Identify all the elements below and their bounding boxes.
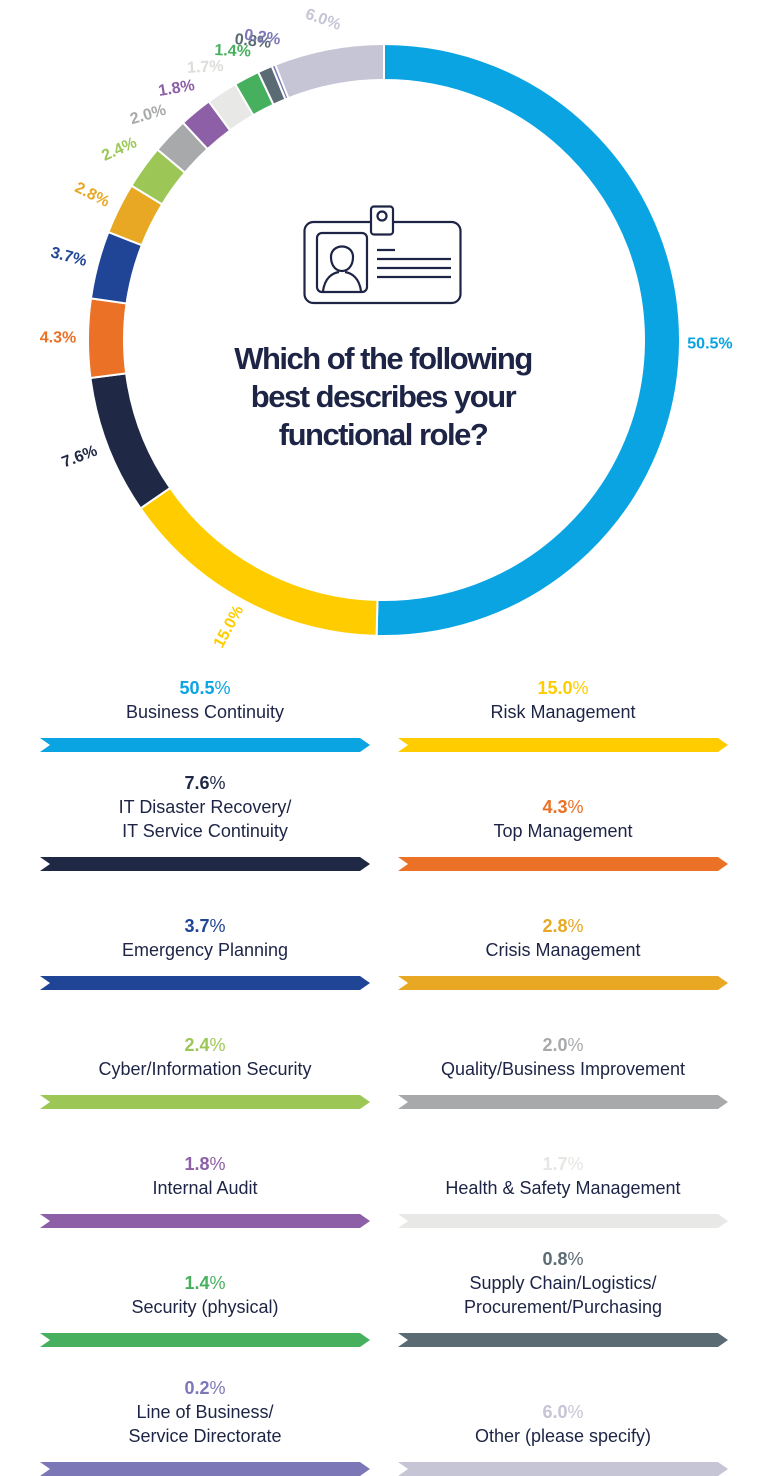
legend-label: Crisis Management [485,940,641,960]
slice-value-label: 2.0% [128,102,168,129]
legend-color-bar [40,1462,370,1476]
legend-color-bar [398,1214,728,1228]
legend-label: Quality/Business Improvement [440,1059,686,1079]
chart-title-line: best describes your [250,379,517,414]
slice-value-label: 7.6% [60,442,100,471]
legend-value: 0.8% [542,1249,584,1269]
slice-value-label: 4.3% [40,329,77,346]
legend-color-bar [398,857,728,871]
slice-value-label: 2.4% [99,134,139,165]
legend-label: Risk Management [490,702,636,722]
legend-color-bar [40,857,370,871]
legend-label: Internal Audit [152,1178,258,1198]
legend-label: Line of Business/ [136,1402,274,1422]
legend-value: 2.0% [542,1035,584,1055]
slice-value-label: 0.8% [234,31,272,52]
legend-color-bar [40,738,370,752]
legend-label: Cyber/Information Security [98,1059,312,1079]
legend-value: 1.8% [184,1154,226,1174]
legend-item: 1.8% Internal Audit [40,1152,370,1228]
legend-color-bar [398,1095,728,1109]
legend-label: Top Management [493,821,633,841]
donut-slice [87,297,128,380]
slice-value-label: 0.2% [243,27,282,49]
legend-label: Security (physical) [131,1297,279,1317]
legend-label: Health & Safety Management [445,1178,681,1198]
legend-color-bar [40,1095,370,1109]
legend-color-bar [398,738,728,752]
legend-label: Procurement/Purchasing [463,1297,663,1317]
legend-value: 15.0% [537,678,589,698]
legend-color-bar [40,1214,370,1228]
legend-item: 50.5% Business Continuity [40,676,370,752]
legend-item: 1.7% Health & Safety Management [398,1152,728,1228]
legend-item: 15.0% Risk Management [398,676,728,752]
slice-value-label: 15.0% [211,603,248,651]
slice-value-label: 1.8% [157,77,196,100]
legend-item: 2.0% Quality/Business Improvement [398,1033,728,1109]
chart-title: Which of the following best describes yo… [188,340,578,454]
legend-value: 7.6% [184,773,226,793]
legend-label: Business Continuity [125,702,285,722]
legend-value: 4.3% [542,797,584,817]
legend-value: 1.7% [542,1154,584,1174]
legend-item: 0.8% Supply Chain/Logistics/Procurement/P… [398,1247,728,1347]
donut-slice [139,486,379,637]
slice-value-label: 6.0% [303,6,343,34]
legend-color-bar [398,1333,728,1347]
chart-title-line: functional role? [278,417,489,452]
legend-value: 0.2% [184,1378,226,1398]
legend-label: IT Disaster Recovery/ [118,797,292,817]
legend-color-bar [40,1333,370,1347]
legend-color-bar [398,1462,728,1476]
slice-value-label: 2.8% [72,179,112,210]
donut-slice [89,372,172,510]
legend-label: Service Directorate [128,1426,282,1446]
donut-chart: 50.5% 15.0% 7.6% 4.3% 3.7% 2.8% 2.4% 2.0% 1.8% 1.… [0,0,776,660]
chart-title-line: Which of the following [234,341,533,376]
legend-item: 6.0% Other (please specify) [398,1400,728,1476]
id-badge-icon [303,205,462,305]
legend-item: 7.6% IT Disaster Recovery/IT Service Cont… [40,771,370,871]
legend-color-bar [40,976,370,990]
legend-item: 3.7% Emergency Planning [40,914,370,990]
legend-item: 4.3% Top Management [398,795,728,871]
legend-label: Other (please specify) [474,1426,652,1446]
legend-item: 2.4% Cyber/Information Security [40,1033,370,1109]
legend-value: 1.4% [184,1273,226,1293]
legend-item: 0.2% Line of Business/Service Directorate [40,1376,370,1476]
legend-item: 2.8% Crisis Management [398,914,728,990]
legend-item: 1.4% Security (physical) [40,1271,370,1347]
legend-value: 2.4% [184,1035,226,1055]
legend-value: 3.7% [184,916,226,936]
slice-value-label: 1.7% [187,58,224,77]
slice-value-label: 3.7% [49,244,89,270]
legend-label: Emergency Planning [121,940,289,960]
legend-value: 2.8% [542,916,584,936]
legend-color-bar [398,976,728,990]
legend-value: 50.5% [179,678,231,698]
legend-label: IT Service Continuity [122,821,288,841]
legend-value: 6.0% [542,1402,584,1422]
legend-label: Supply Chain/Logistics/ [469,1273,657,1293]
slice-value-label: 1.4% [214,42,251,60]
donut-slice [273,42,385,100]
donut-svg: 50.5%15.0%7.6%4.3%3.7%2.8%2.4%2.0%1.8%1.… [40,6,733,651]
slice-value-label: 50.5% [687,336,732,353]
